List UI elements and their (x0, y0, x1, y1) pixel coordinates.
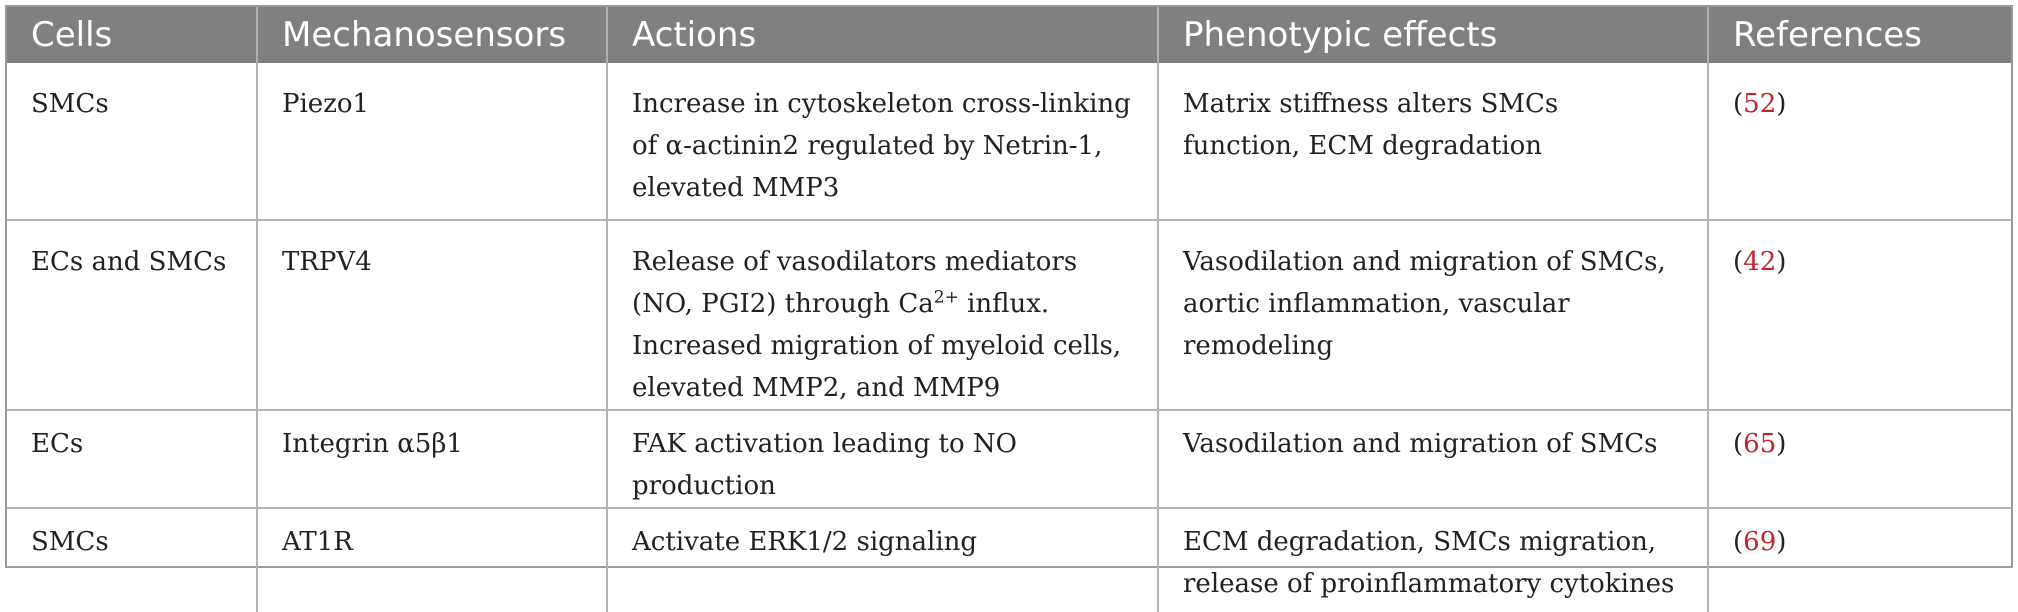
ref-open-paren: ( (1733, 89, 1744, 119)
table-row: ECs Integrin α5β1 FAK activation leading… (7, 409, 2011, 508)
ref-close-paren: ) (1776, 247, 1787, 277)
header-row: Cells Mechanosensors Actions Phenotypic … (7, 7, 2011, 63)
cell-cells: SMCs (7, 507, 258, 612)
header-mechanosensors: Mechanosensors (257, 7, 608, 63)
cell-reference: (69) (1708, 507, 2011, 612)
table-header: Cells Mechanosensors Actions Phenotypic … (7, 7, 2011, 63)
action-text-part1: Release of vasodilators mediators (NO, P… (632, 247, 1078, 319)
cell-effect: Vasodilation and migration of SMCs (1158, 409, 1709, 508)
action-text-part2: influx. Increased migration of myeloid c… (632, 289, 1122, 403)
cell-mechanosensor: Integrin α5β1 (257, 409, 608, 508)
cell-action: Release of vasodilators mediators (NO, P… (607, 219, 1159, 410)
cell-reference: (52) (1708, 63, 2011, 220)
cell-effect: ECM degradation, SMCs migration, release… (1158, 507, 1709, 612)
header-cells: Cells (7, 7, 258, 63)
superscript-charge: 2+ (933, 287, 959, 308)
cell-cells: ECs and SMCs (7, 219, 258, 410)
reference-link[interactable]: 65 (1743, 429, 1777, 459)
data-table: Cells Mechanosensors Actions Phenotypic … (7, 7, 2011, 612)
header-actions: Actions (607, 7, 1159, 63)
cell-action: Activate ERK1/2 signaling (607, 507, 1159, 612)
table-row: SMCs Piezo1 Increase in cytoskeleton cro… (7, 63, 2011, 220)
mechanosensor-table: Cells Mechanosensors Actions Phenotypic … (5, 5, 2013, 612)
header-phenotypic-effects: Phenotypic effects (1158, 7, 1709, 63)
cell-reference: (65) (1708, 409, 2011, 508)
reference-link[interactable]: 52 (1743, 89, 1777, 119)
cell-cells: ECs (7, 409, 258, 508)
ref-open-paren: ( (1733, 527, 1744, 557)
cell-reference: (42) (1708, 219, 2011, 410)
cell-mechanosensor: AT1R (257, 507, 608, 612)
ref-close-paren: ) (1776, 89, 1787, 119)
table-row: ECs and SMCs TRPV4 Release of vasodilato… (7, 219, 2011, 410)
table-body: SMCs Piezo1 Increase in cytoskeleton cro… (7, 63, 2011, 612)
cell-action: FAK activation leading to NO production (607, 409, 1159, 508)
cell-mechanosensor: Piezo1 (257, 63, 608, 220)
cell-effect: Matrix stiffness alters SMCs function, E… (1158, 63, 1709, 220)
ref-open-paren: ( (1733, 429, 1744, 459)
header-references: References (1708, 7, 2011, 63)
reference-link[interactable]: 69 (1743, 527, 1777, 557)
ref-close-paren: ) (1776, 429, 1787, 459)
ref-open-paren: ( (1733, 247, 1744, 277)
cell-effect: Vasodilation and migration of SMCs, aort… (1158, 219, 1709, 410)
cell-mechanosensor: TRPV4 (257, 219, 608, 410)
ref-close-paren: ) (1776, 527, 1787, 557)
cell-action: Increase in cytoskeleton cross-linking o… (607, 63, 1159, 220)
table-row: SMCs AT1R Activate ERK1/2 signaling ECM … (7, 507, 2011, 612)
cell-cells: SMCs (7, 63, 258, 220)
reference-link[interactable]: 42 (1743, 247, 1777, 277)
